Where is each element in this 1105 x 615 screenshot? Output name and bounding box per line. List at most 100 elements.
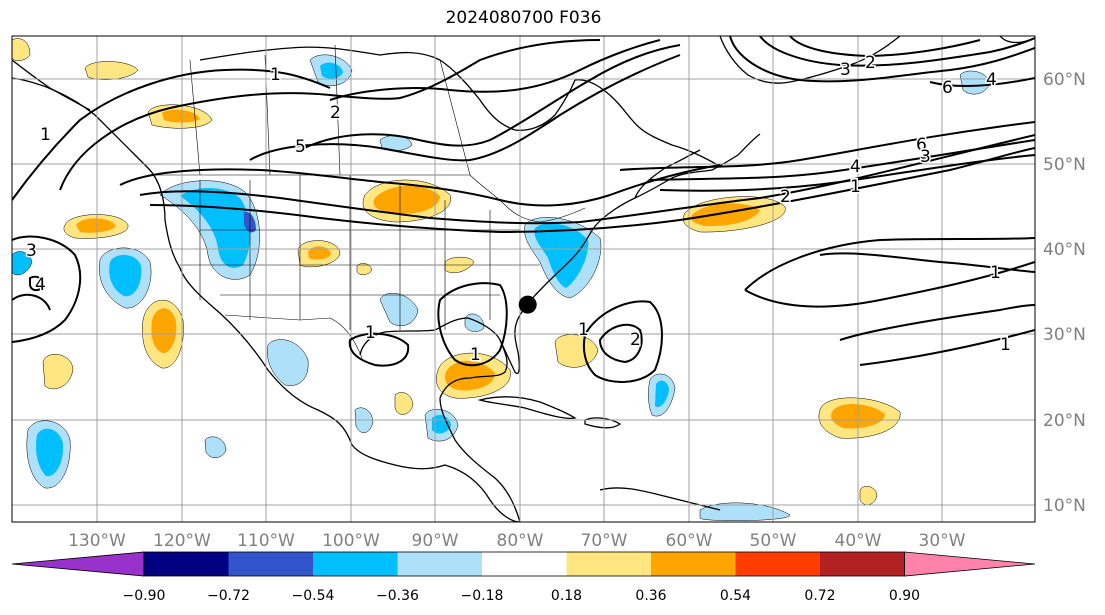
- contour-line: [744, 237, 1035, 291]
- gulf-coastline: [359, 317, 521, 522]
- colorbar-tick: 0.54: [720, 588, 751, 604]
- storm-center-marker: [518, 295, 537, 314]
- warm-anomaly-core: [151, 308, 177, 354]
- contour-line: [819, 252, 1035, 273]
- lat-label: 50°N: [1043, 155, 1086, 175]
- colorbar-segment: [144, 552, 229, 576]
- alaska-coastline: [12, 59, 91, 111]
- south-america-coastline: [599, 487, 721, 511]
- contour-line: [29, 275, 44, 292]
- cuba-coastline: [477, 396, 577, 420]
- contour-line: [149, 147, 1035, 234]
- colorbar-segment: [313, 552, 398, 576]
- warm-anomaly-core: [162, 109, 200, 123]
- contour-line: [859, 329, 1035, 366]
- contour-label: 3: [840, 60, 851, 80]
- warm-anomaly-core: [445, 360, 495, 391]
- contour-line: [649, 139, 1035, 181]
- contour-line: [12, 235, 82, 343]
- lon-label: 70°W: [581, 531, 628, 551]
- contour-line: [839, 304, 1035, 341]
- colorbar-tick: −0.18: [461, 588, 504, 604]
- contour-line: [598, 323, 643, 364]
- lat-label: 40°N: [1043, 240, 1086, 260]
- us-canada-border: [148, 174, 586, 223]
- warm-anomaly: [394, 392, 414, 415]
- contour-label: 3: [920, 147, 931, 167]
- colorbar-tick: 0.90: [889, 588, 920, 604]
- contour-line: [744, 261, 1035, 308]
- colorbar-tick: −0.54: [292, 588, 335, 604]
- cool-anomaly: [204, 436, 227, 458]
- hudson-bay-coastline: [439, 59, 576, 131]
- cool-anomaly-core: [320, 62, 343, 79]
- colorbar-segment: [651, 552, 736, 576]
- lon-label: 80°W: [497, 531, 544, 551]
- contour-label: 1: [1000, 335, 1011, 355]
- cool-anomaly-core: [36, 428, 64, 477]
- contour-line: [12, 68, 331, 201]
- contour-line: [659, 154, 1035, 192]
- chart-title: 2024080700 F036: [445, 8, 602, 28]
- canada-provinces: [189, 44, 471, 176]
- contour-label: 1: [578, 320, 589, 340]
- height-contours: [12, 36, 1035, 383]
- contour-line: [929, 77, 1035, 88]
- lon-label: 40°W: [835, 531, 882, 551]
- lat-label: 60°N: [1043, 70, 1086, 90]
- cool-anomaly-core: [534, 223, 589, 288]
- warm-anomaly-core: [308, 246, 331, 260]
- contour-label: 1: [990, 263, 1001, 283]
- contour-line: [759, 36, 1035, 67]
- contour-label: 5: [295, 137, 306, 157]
- colorbar-segment: [735, 552, 820, 576]
- cool-anomaly-core: [655, 380, 669, 408]
- map-frame: [11, 35, 1036, 523]
- lon-label: 110°W: [237, 531, 295, 551]
- lon-label: 60°W: [666, 531, 713, 551]
- lon-label: 90°W: [412, 531, 459, 551]
- lat-label: 30°N: [1043, 325, 1086, 345]
- contour-label: 2: [330, 103, 341, 123]
- warm-anomaly: [859, 486, 878, 506]
- contour-label: 2: [865, 53, 876, 73]
- cool-anomaly: [267, 339, 309, 386]
- us-mexico-border: [224, 314, 363, 359]
- colorbar-tick: 0.72: [804, 588, 835, 604]
- colorbar-segment: [566, 552, 651, 576]
- north-america-coastline: [12, 77, 521, 522]
- state-borders: [180, 175, 540, 330]
- labrador-coastline: [574, 79, 719, 166]
- cool-anomaly-core: [109, 254, 142, 297]
- contour-label: 2: [780, 187, 791, 207]
- warm-anomaly-core: [373, 185, 440, 215]
- lat-label: 10°N: [1043, 496, 1086, 516]
- warm-anomaly: [554, 334, 599, 368]
- warm-anomaly: [12, 38, 31, 61]
- contour-label: 1: [365, 323, 376, 343]
- colorbar-tick: −0.72: [207, 588, 250, 604]
- colorbar-tick: −0.90: [123, 588, 166, 604]
- contour-label: 3: [26, 241, 37, 261]
- contour-line: [139, 134, 1035, 225]
- contour-line: [12, 293, 51, 311]
- contour-line: [619, 121, 1035, 171]
- arctic-coastline: [199, 46, 441, 61]
- contour-line: [249, 54, 681, 162]
- lat-label: 20°N: [1043, 411, 1086, 431]
- colorbar-segment: [397, 552, 482, 576]
- lon-label: 50°W: [750, 531, 797, 551]
- contour-label: 4: [850, 157, 861, 177]
- political-borders: [148, 44, 586, 359]
- gridlines: [12, 36, 1035, 522]
- colorbar-extend-high: [904, 551, 1036, 577]
- contour-line: [582, 300, 663, 383]
- colorbar-tick: 0.36: [635, 588, 666, 604]
- warm-anomaly: [42, 354, 74, 390]
- longitude-labels: 130°W 120°W 110°W 100°W 90°W 80°W 70°W 6…: [68, 531, 966, 551]
- colorbar-segment: [228, 552, 313, 576]
- lon-label: 30°W: [919, 531, 966, 551]
- contour-line: [299, 44, 681, 151]
- warm-anomaly-core: [76, 218, 116, 233]
